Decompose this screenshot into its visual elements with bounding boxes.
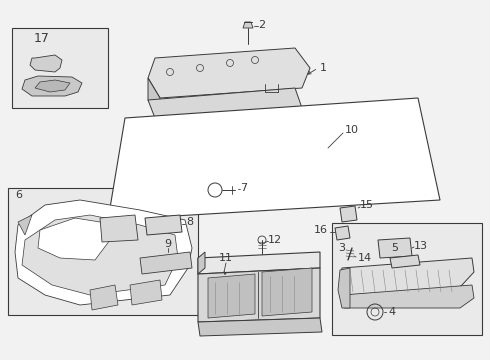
Polygon shape xyxy=(38,218,110,260)
Text: 17: 17 xyxy=(34,32,50,45)
Text: 2: 2 xyxy=(258,20,265,30)
Polygon shape xyxy=(198,268,320,322)
Text: 11: 11 xyxy=(219,253,233,263)
Polygon shape xyxy=(378,238,412,258)
Text: 16: 16 xyxy=(314,225,328,235)
Polygon shape xyxy=(30,55,62,72)
Text: 3: 3 xyxy=(338,243,345,253)
Polygon shape xyxy=(15,200,192,305)
Polygon shape xyxy=(198,318,322,336)
Text: 6: 6 xyxy=(15,190,22,200)
Polygon shape xyxy=(140,252,192,274)
Polygon shape xyxy=(208,274,255,318)
Polygon shape xyxy=(100,215,138,242)
Text: 4: 4 xyxy=(388,307,395,317)
Polygon shape xyxy=(340,258,474,295)
Polygon shape xyxy=(148,88,302,118)
Text: 12: 12 xyxy=(268,235,282,245)
Polygon shape xyxy=(342,285,474,308)
Text: 15: 15 xyxy=(360,200,374,210)
Polygon shape xyxy=(335,226,350,240)
Bar xyxy=(332,223,482,335)
Polygon shape xyxy=(148,48,310,98)
Polygon shape xyxy=(338,268,350,308)
Polygon shape xyxy=(22,215,178,295)
Polygon shape xyxy=(130,280,162,305)
Polygon shape xyxy=(90,285,118,310)
Polygon shape xyxy=(145,215,182,235)
Text: 14: 14 xyxy=(358,253,372,263)
Polygon shape xyxy=(108,98,440,220)
Polygon shape xyxy=(198,252,205,274)
Text: 5: 5 xyxy=(392,243,398,253)
Bar xyxy=(12,28,108,108)
Polygon shape xyxy=(148,78,160,118)
Polygon shape xyxy=(35,80,70,92)
Text: 7: 7 xyxy=(240,183,247,193)
Polygon shape xyxy=(390,255,420,268)
Polygon shape xyxy=(18,215,32,235)
Polygon shape xyxy=(198,252,320,274)
Polygon shape xyxy=(243,22,253,28)
Bar xyxy=(8,188,198,315)
Text: 13: 13 xyxy=(414,241,428,251)
Polygon shape xyxy=(262,268,312,316)
Text: 10: 10 xyxy=(345,125,359,135)
Polygon shape xyxy=(340,206,357,222)
Text: 8: 8 xyxy=(186,217,193,227)
Text: 1: 1 xyxy=(320,63,327,73)
Text: 9: 9 xyxy=(165,239,172,249)
Polygon shape xyxy=(22,76,82,96)
